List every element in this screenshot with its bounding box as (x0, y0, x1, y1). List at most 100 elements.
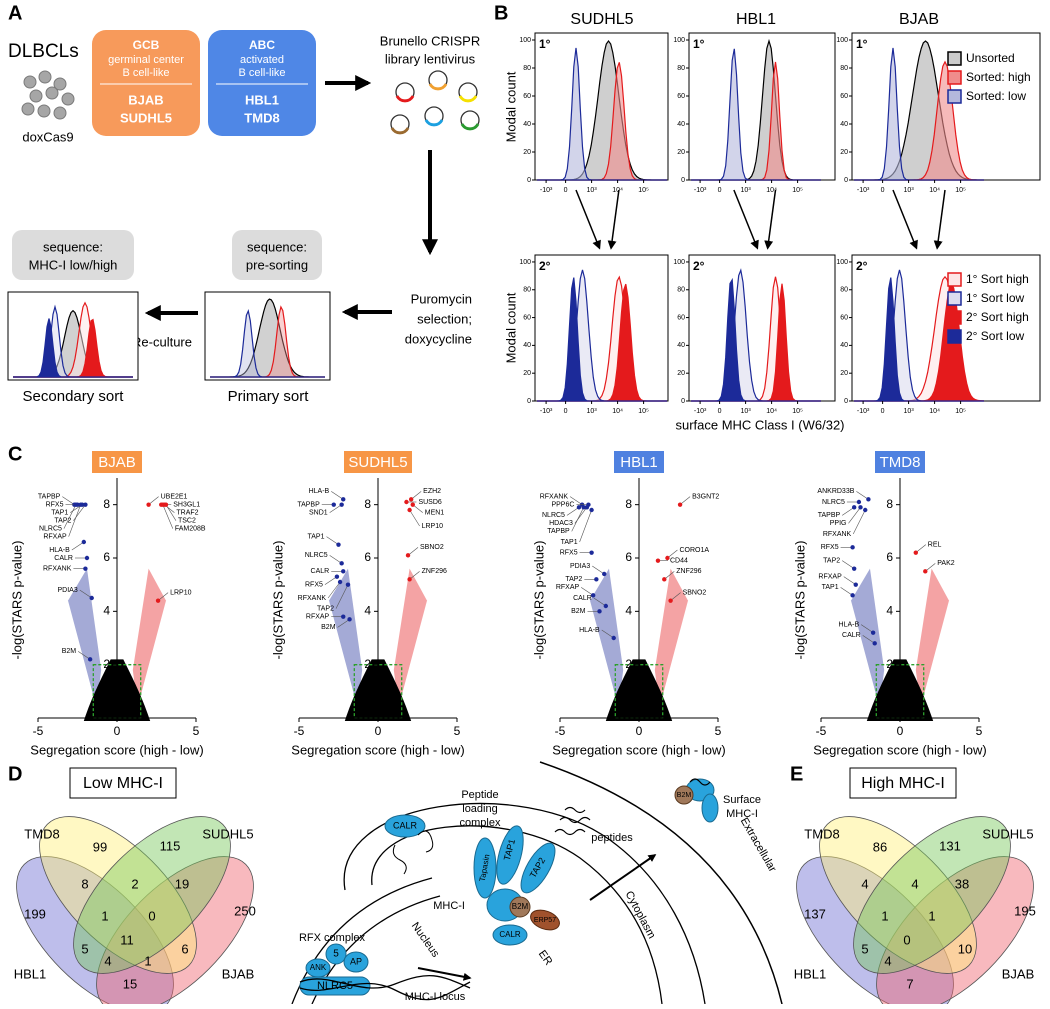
venn-title-box (69, 767, 177, 799)
venn-title: Low MHC-I (83, 775, 163, 792)
y-tick-label: 80 (523, 65, 531, 72)
hit-point (347, 617, 352, 622)
x-tick-label: 10³ (741, 187, 752, 194)
y-tick-label: 80 (677, 287, 685, 294)
cell (38, 70, 52, 84)
peptide (689, 778, 711, 786)
hit-point (677, 502, 683, 507)
venn-title-box (849, 767, 957, 799)
hit-point (405, 553, 411, 558)
gene-label: LRP10 (422, 523, 444, 530)
arrow (417, 967, 472, 981)
x-tick-label: 0 (375, 724, 382, 738)
x-tick-label: 0 (881, 187, 885, 194)
text: selection; (417, 311, 472, 326)
region-count: 1 (928, 908, 935, 923)
gene-label: CALR (842, 632, 861, 639)
x-tick-label: 0 (114, 724, 121, 738)
gene-label: NLRC5 (39, 526, 62, 533)
x-tick-label: 0 (636, 724, 643, 738)
leader-line (593, 597, 606, 607)
leader-line (71, 541, 84, 551)
x-tick-label: 0 (564, 408, 568, 415)
x-tick-label: 10⁴ (612, 187, 623, 194)
gene-label: RFXAP (556, 584, 580, 591)
text: sequence: (43, 239, 103, 254)
leader-line (860, 624, 874, 633)
x-tick-label: 10⁵ (638, 408, 649, 415)
gene-label: ZNF296 (422, 568, 447, 575)
hit-point (581, 505, 586, 510)
y-tick-label: 40 (677, 342, 685, 349)
y-tick-label: 6 (364, 550, 371, 564)
gene-label: PPP6C (551, 502, 574, 509)
set-label: HBL1 (14, 966, 47, 981)
leader-line (592, 565, 605, 575)
y-tick-label: 0 (527, 398, 531, 405)
diagram-label: complex (460, 817, 501, 829)
y-tick-label: 100 (519, 37, 531, 44)
y-tick-label: 60 (523, 314, 531, 321)
set-label: TMD8 (804, 826, 839, 841)
venn-set (853, 816, 1011, 974)
protein-label: ANK (310, 963, 327, 972)
x-tick-label: -10³ (694, 187, 707, 194)
y-tick-label: 0 (527, 177, 531, 184)
diagram-label: MHC-I locus (405, 991, 466, 1003)
region-count: 115 (160, 838, 181, 853)
leader-line (337, 619, 350, 628)
gene-label: PAK2 (937, 560, 954, 567)
leader-line (862, 635, 875, 644)
legend-label: Unsorted (966, 51, 1015, 65)
chart-title: TMD8 (880, 454, 921, 471)
gene-label: TSC2 (178, 518, 196, 525)
gene-label: FAM208B (175, 526, 206, 533)
leader-line (165, 504, 177, 521)
gene-label: RFXAP (43, 534, 67, 541)
hit-point (404, 499, 409, 505)
leader-line (68, 504, 81, 537)
high-hit-cloud (393, 568, 427, 708)
x-tick-label: 10⁴ (929, 408, 940, 415)
leader-line (579, 509, 592, 543)
y-tick-label: 8 (364, 497, 371, 511)
y-tick-label: 6 (625, 550, 632, 564)
low-hit-cloud (590, 568, 624, 708)
arrow (764, 189, 777, 250)
hit-point (341, 614, 346, 619)
x-tick-label: 10⁵ (638, 187, 649, 194)
leader-line (331, 491, 344, 500)
hit-point (853, 582, 858, 587)
cell-line-title: BJAB (899, 11, 939, 28)
text: HBL1 (245, 92, 279, 107)
y-tick-label: 6 (886, 550, 893, 564)
leader-line (856, 491, 869, 500)
y-tick-label: 20 (523, 149, 531, 156)
chart-title: BJAB (98, 454, 136, 471)
gene-label: NLRC5 (305, 552, 328, 559)
region-count: 38 (955, 876, 969, 891)
gene-label: RFX5 (821, 544, 839, 551)
x-tick-label: -5 (555, 724, 566, 738)
text: pre-sorting (246, 257, 308, 272)
y-axis-label: -log(STARS p-value) (270, 541, 285, 660)
diagram-label: Nucleus (409, 920, 442, 960)
protein-label: B2M (677, 792, 692, 799)
legend-label: Sorted: low (966, 89, 1026, 103)
plasmid-insert (424, 119, 444, 127)
hit-point (913, 550, 918, 555)
gene-label: PDIA3 (57, 587, 77, 594)
gene-label: SUSD6 (418, 499, 441, 506)
gene-label: TAP2 (565, 576, 582, 583)
y-axis-label: Modal count (503, 71, 518, 142)
dna (299, 981, 471, 1001)
title-box (875, 451, 925, 473)
hit-point (597, 609, 602, 614)
x-tick-label: 5 (454, 724, 461, 738)
region-count: 195 (1014, 903, 1036, 918)
cell (21, 102, 35, 116)
gene-label: SBNO2 (683, 590, 707, 597)
gene-label: RFXAP (818, 574, 842, 581)
gene-label: CALR (573, 595, 592, 602)
cell (23, 75, 37, 89)
